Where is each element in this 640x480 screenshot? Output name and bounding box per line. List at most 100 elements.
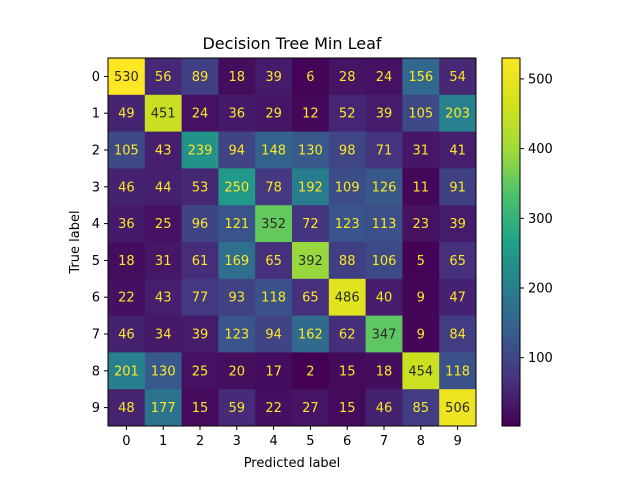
cell-value-label: 352 [261,217,286,232]
cell-value-label: 41 [449,144,466,159]
heatmap-cell [108,389,146,427]
heatmap-cell [328,58,367,96]
y-axis-label: True label [68,210,83,274]
x-tick-label: 0 [122,434,130,449]
heatmap-cell [181,315,219,353]
heatmap-cell [218,352,256,390]
heatmap-cell [365,352,403,390]
cell-value-label: 43 [155,144,172,159]
heatmap-cell [218,205,256,243]
cell-value-label: 89 [192,70,209,85]
cell-value-label: 25 [155,217,172,232]
heatmap-cell [328,315,367,353]
heatmap-cell [144,131,183,169]
cell-value-label: 36 [118,217,135,232]
y-tick-label: 4 [92,217,100,232]
colorbar-tick-label: 400 [528,142,553,157]
y-tick-label: 3 [92,180,100,195]
heatmap-cell [181,242,219,280]
cell-value-label: 11 [413,180,430,195]
cell-value-label: 52 [339,107,356,122]
heatmap-cell [402,278,440,317]
cell-value-label: 22 [118,291,135,306]
cell-value-label: 78 [265,180,282,195]
heatmap-cell [402,58,440,96]
cell-value-label: 65 [449,254,466,269]
cell-value-label: 47 [449,291,466,306]
heatmap-cell [328,278,367,317]
cell-value-label: 506 [445,401,470,416]
cell-value-label: 162 [298,328,323,343]
heatmap-cell [144,278,183,317]
y-tick-label: 0 [92,70,100,85]
heatmap-cell [108,94,146,133]
heatmap-cell [218,315,256,353]
cell-value-label: 148 [261,144,286,159]
heatmap-cell [144,205,183,243]
heatmap-cell [255,315,293,353]
cell-value-label: 39 [192,328,209,343]
heatmap-cell [181,278,219,317]
heatmap-cell [255,278,293,317]
heatmap-cell [144,94,183,133]
cell-value-label: 24 [192,107,209,122]
heatmap-cell [439,168,477,206]
cell-value-label: 18 [118,254,135,269]
heatmap-cell [218,278,256,317]
cell-value-label: 169 [224,254,249,269]
y-axis-ticks: 0 1 2 3 4 5 6 7 8 9 [92,70,108,416]
cell-value-label: 96 [192,217,209,232]
plot-frame [107,57,477,427]
cell-value-label: 36 [229,107,246,122]
heatmap-cell [439,205,477,243]
cell-value-label: 53 [192,180,209,195]
heatmap-cell [439,58,477,96]
cell-value-label: 88 [339,254,356,269]
heatmap-cell [365,94,403,133]
heatmap-cell [144,352,183,390]
heatmap-cell [181,205,219,243]
cell-value-label: 177 [151,401,176,416]
heatmap-cell [218,168,256,206]
cell-value-label: 18 [376,364,393,379]
y-tick-label: 8 [92,364,100,379]
y-tick-label: 7 [92,328,100,343]
cell-value-label: 18 [229,70,246,85]
heatmap-cell [328,352,367,390]
heatmap-cell [144,389,183,427]
heatmap-cell [181,131,219,169]
y-tick-label: 2 [92,144,100,159]
heatmap-cell [181,168,219,206]
cell-value-label: 94 [229,144,246,159]
cell-value-label: 113 [372,217,397,232]
cell-value-label: 105 [408,107,433,122]
cell-value-label: 31 [155,254,172,269]
heatmap-cell [439,131,477,169]
heatmap-cell [292,205,330,243]
heatmap-cell [108,315,146,353]
cell-value-label: 250 [224,180,249,195]
heatmap-cell [328,242,367,280]
heatmap-cell [255,94,293,133]
heatmap-cell [439,278,477,317]
heatmap-cell [292,352,330,390]
cell-value-label: 9 [417,291,425,306]
heatmap-cell [218,94,256,133]
heatmap-cell [365,278,403,317]
heatmap-cell [181,352,219,390]
heatmap-cell [144,242,183,280]
cell-value-label: 98 [339,144,356,159]
cell-value-label: 130 [298,144,323,159]
cell-value-label: 22 [265,401,282,416]
cell-value-label: 239 [188,144,213,159]
heatmap-cell [292,315,330,353]
heatmap-cell [402,352,440,390]
heatmap-cell [108,242,146,280]
heatmap-cell [365,389,403,427]
heatmap-cell [292,242,330,280]
heatmap-cell [108,168,146,206]
cell-value-label: 59 [229,401,246,416]
x-tick-label: 6 [343,434,351,449]
y-tick-label: 1 [92,107,100,122]
